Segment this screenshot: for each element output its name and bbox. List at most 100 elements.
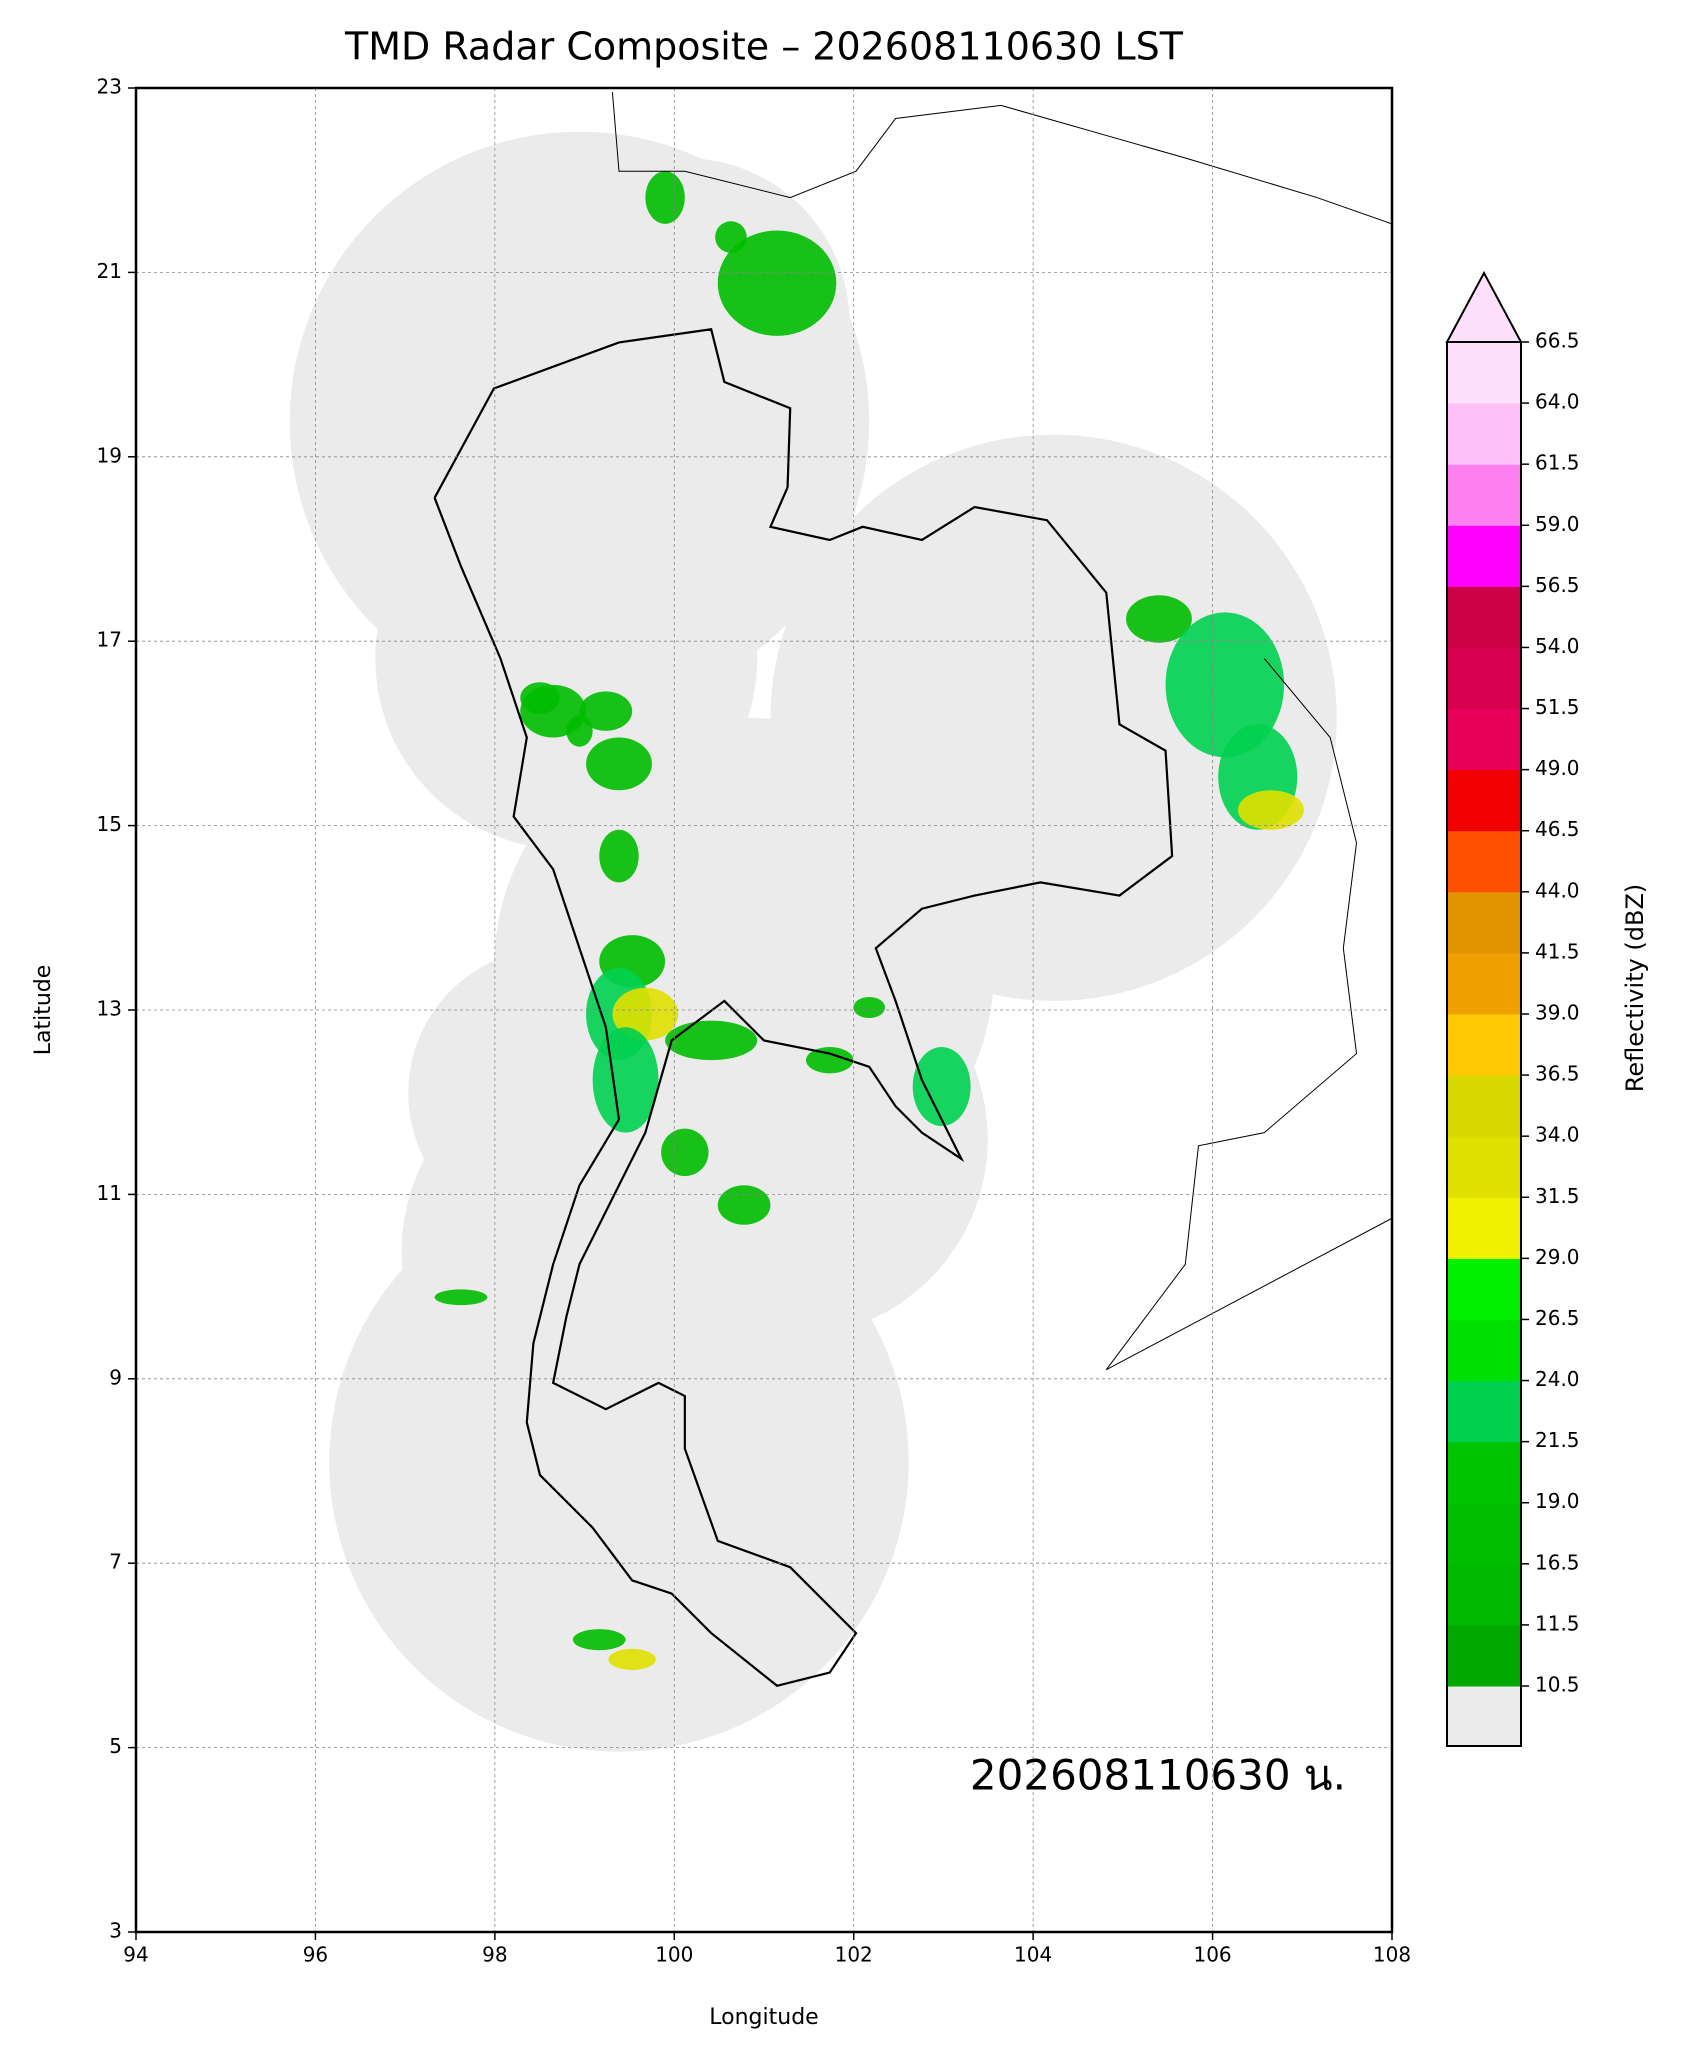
colorbar-segment <box>1447 403 1521 465</box>
colorbar-tick-label: 29.0 <box>1535 1245 1580 1269</box>
x-axis-label: Longitude <box>709 2005 818 2030</box>
colorbar-segment <box>1447 1380 1521 1443</box>
y-tick-label: 17 <box>97 628 122 652</box>
y-tick-label: 3 <box>109 1919 122 1943</box>
colorbar-segment <box>1447 1563 1521 1626</box>
colorbar-tick-label: 41.5 <box>1535 939 1580 963</box>
colorbar-tick-label: 44.0 <box>1535 878 1580 902</box>
x-tick-label: 106 <box>1193 1943 1231 1967</box>
colorbar-segment <box>1447 1502 1521 1565</box>
x-tick-label: 102 <box>835 1943 873 1967</box>
rain-echo <box>717 1185 771 1225</box>
colorbar-segment <box>1447 1624 1521 1687</box>
rain-echo <box>572 1629 626 1651</box>
y-tick-label: 13 <box>97 997 122 1021</box>
colorbar-tick-label: 51.5 <box>1535 695 1580 719</box>
colorbar-frame <box>1446 341 1522 1747</box>
y-tick-label: 19 <box>97 443 122 467</box>
colorbar-tick-label: 36.5 <box>1535 1062 1580 1086</box>
rain-echo <box>608 1648 656 1670</box>
y-tick-label: 23 <box>97 75 122 99</box>
colorbar-segment <box>1447 769 1521 832</box>
colorbar-extend <box>1445 270 1523 343</box>
map-layer <box>289 92 1392 1752</box>
rain-echo <box>566 715 593 747</box>
rain-echo <box>1237 790 1304 830</box>
coastline <box>1105 658 1392 1371</box>
y-tick-label: 5 <box>109 1734 122 1758</box>
colorbar-tick-label: 10.5 <box>1535 1673 1580 1697</box>
y-tick-label: 15 <box>97 812 122 836</box>
colorbar-under <box>1447 1686 1521 1746</box>
colorbar-tick-label: 66.5 <box>1535 329 1580 353</box>
colorbar-segment <box>1447 891 1521 954</box>
colorbar-tick-label: 56.5 <box>1535 573 1580 597</box>
colorbar-segment <box>1447 464 1521 526</box>
colorbar-tick-label: 61.5 <box>1535 451 1580 475</box>
y-tick-label: 7 <box>109 1550 122 1574</box>
colorbar-segment <box>1447 1136 1521 1198</box>
rain-echo <box>912 1047 971 1127</box>
colorbar-tick-label: 39.0 <box>1535 1001 1580 1025</box>
y-tick-label: 9 <box>109 1365 122 1389</box>
x-tick-label: 108 <box>1373 1943 1411 1967</box>
rain-echo <box>717 230 837 336</box>
x-tick-label: 98 <box>482 1943 507 1967</box>
colorbar-tick-label: 46.5 <box>1535 817 1580 841</box>
radar-coverage <box>329 1172 909 1752</box>
colorbar-tick-label: 59.0 <box>1535 512 1580 536</box>
colorbar-segment <box>1447 647 1521 710</box>
rain-echo <box>586 737 652 791</box>
colorbar-tick-label: 24.0 <box>1535 1367 1580 1391</box>
colorbar-segment <box>1447 586 1521 648</box>
x-tick-label: 96 <box>303 1943 328 1967</box>
rain-echo <box>853 996 886 1019</box>
timestamp-annotation: 202608110630 น. <box>970 1751 1346 1800</box>
y-tick-label: 21 <box>97 259 122 283</box>
rain-echo <box>434 1289 488 1306</box>
colorbar-tick-label: 54.0 <box>1535 634 1580 658</box>
colorbar-segment <box>1447 1075 1521 1137</box>
y-axis-label: Latitude <box>31 965 56 1056</box>
rain-echo <box>806 1047 854 1074</box>
rain-echo <box>520 682 560 714</box>
colorbar-segment <box>1447 342 1521 404</box>
colorbar-tick-label: 11.5 <box>1535 1611 1580 1635</box>
rain-echo <box>1126 595 1192 643</box>
colorbar-label: Reflectivity (dBZ) <box>1621 884 1649 1093</box>
x-tick-label: 94 <box>123 1943 148 1967</box>
rain-echo <box>592 1027 659 1133</box>
rain-echo <box>612 987 679 1041</box>
rain-echo <box>579 691 633 731</box>
colorbar-tick-label: 26.5 <box>1535 1306 1580 1330</box>
country-border <box>433 328 1174 1687</box>
rain-echo <box>645 171 685 224</box>
colorbar-segment <box>1447 830 1521 893</box>
chart-title: TMD Radar Composite – 202608110630 LST <box>344 25 1184 69</box>
plot-frame <box>134 86 1394 1934</box>
rain-echo <box>1165 612 1285 758</box>
neighbor-border <box>611 92 1392 225</box>
x-tick-label: 100 <box>655 1943 693 1967</box>
colorbar-tick-label: 19.0 <box>1535 1489 1580 1513</box>
colorbar-segment <box>1447 1319 1521 1382</box>
colorbar-tick-label: 64.0 <box>1535 390 1580 414</box>
colorbar-tick-label: 49.0 <box>1535 756 1580 780</box>
colorbar-segment <box>1447 1258 1521 1320</box>
colorbar-segment <box>1447 708 1521 771</box>
rain-echo <box>599 829 639 883</box>
colorbar-tick-label: 16.5 <box>1535 1550 1580 1574</box>
colorbar-segment <box>1447 1197 1521 1259</box>
rain-echo <box>665 1020 758 1061</box>
colorbar-segment <box>1447 952 1521 1015</box>
colorbar-segment <box>1447 1014 1521 1076</box>
y-tick-label: 11 <box>97 1181 122 1205</box>
rain-echo <box>715 221 747 253</box>
rain-echo <box>661 1128 709 1177</box>
colorbar-segment <box>1447 525 1521 587</box>
colorbar-tick-label: 31.5 <box>1535 1184 1580 1208</box>
x-tick-label: 104 <box>1014 1943 1052 1967</box>
colorbar-tick-label: 34.0 <box>1535 1123 1580 1147</box>
colorbar-tick-label: 21.5 <box>1535 1428 1580 1452</box>
